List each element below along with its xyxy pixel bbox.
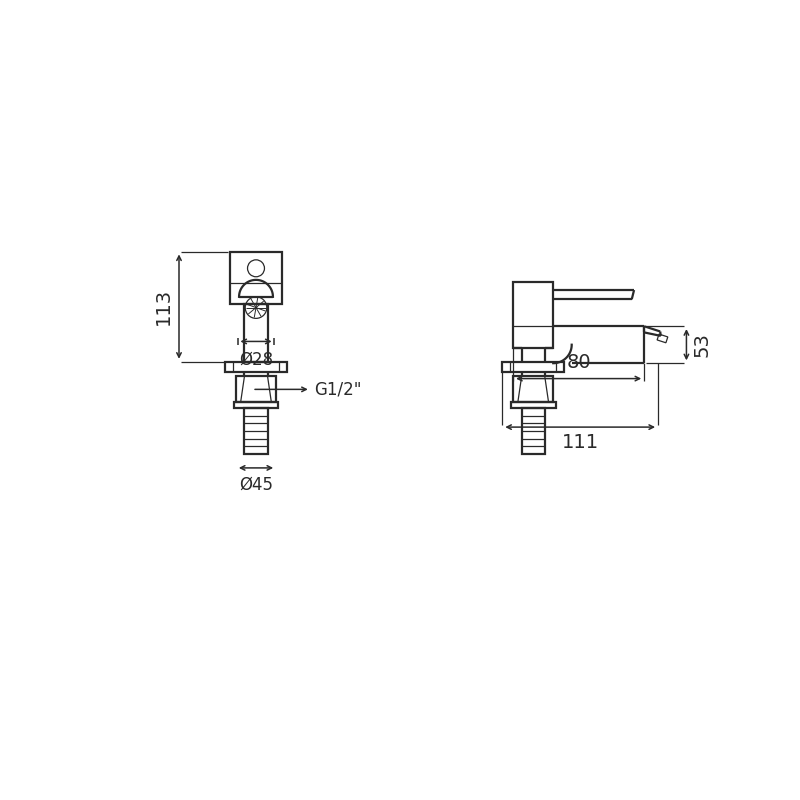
Bar [511, 402, 555, 408]
Text: G1/2": G1/2" [314, 380, 362, 398]
Text: 53: 53 [693, 332, 711, 357]
Text: 111: 111 [562, 434, 598, 452]
Text: 80: 80 [566, 354, 591, 373]
Bar [236, 376, 276, 402]
Bar [226, 362, 287, 372]
Bar [522, 408, 545, 454]
Bar [245, 408, 267, 454]
Bar [234, 402, 278, 408]
Bar [244, 304, 268, 362]
Text: Ø45: Ø45 [239, 476, 273, 494]
Text: Ø28: Ø28 [239, 350, 273, 369]
Bar [657, 334, 668, 342]
Bar [513, 376, 554, 402]
Text: 113: 113 [154, 288, 173, 325]
Bar [502, 362, 564, 372]
Bar [513, 282, 554, 348]
Bar [230, 251, 282, 304]
